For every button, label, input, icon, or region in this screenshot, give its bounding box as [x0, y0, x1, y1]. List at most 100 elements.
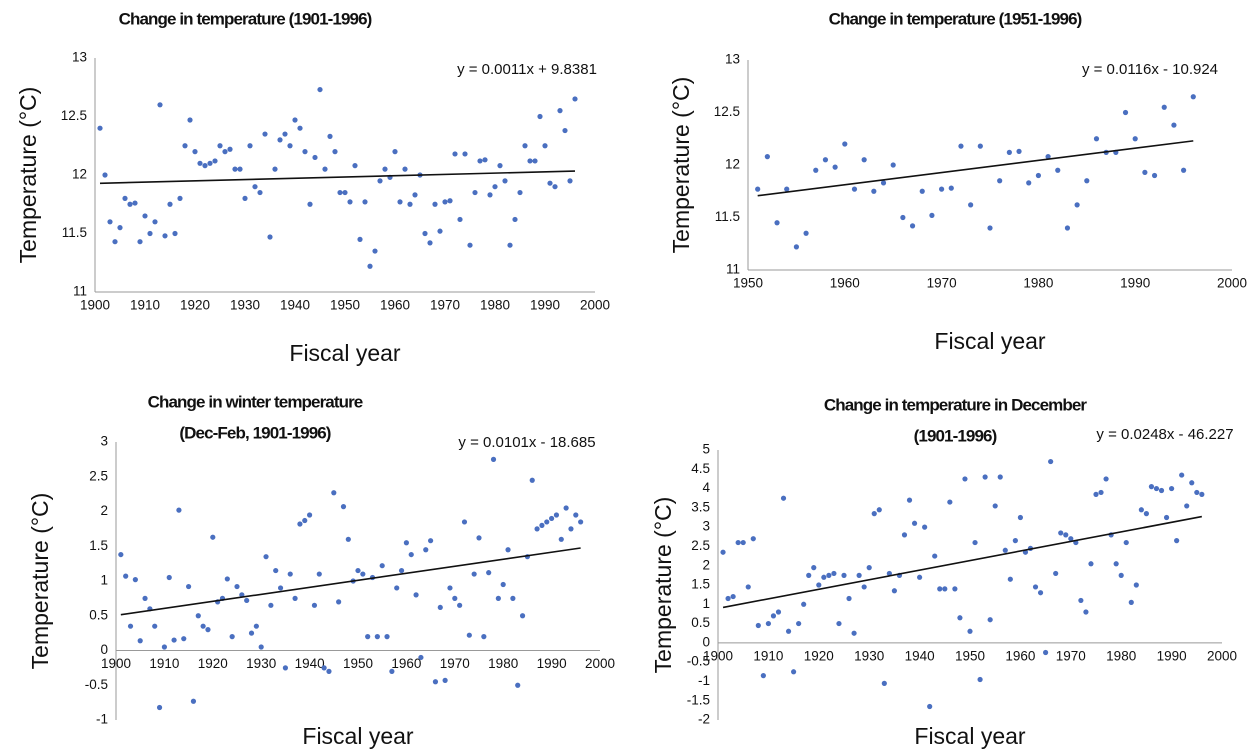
data-point — [122, 195, 128, 201]
data-point — [1128, 599, 1134, 605]
data-point — [257, 189, 263, 196]
data-point — [200, 623, 206, 629]
data-point — [529, 477, 535, 483]
data-point — [186, 583, 192, 590]
data-point — [207, 160, 213, 166]
data-point — [871, 188, 877, 194]
data-point — [217, 143, 223, 149]
data-point — [952, 586, 958, 592]
data-point — [1123, 539, 1129, 546]
data-point — [972, 539, 978, 546]
data-point — [958, 143, 964, 149]
data-point — [457, 216, 463, 223]
x-tick-label: 1970 — [927, 276, 957, 291]
data-point — [394, 585, 400, 591]
data-point — [481, 634, 487, 640]
y-tick-label: 4 — [702, 480, 710, 495]
x-tick-label: 1980 — [1023, 276, 1053, 291]
data-point — [167, 201, 173, 207]
data-point — [505, 547, 511, 553]
data-point — [1093, 136, 1100, 142]
data-point — [831, 570, 837, 577]
data-point — [1006, 149, 1012, 155]
data-point — [263, 554, 269, 560]
data-point — [557, 108, 563, 114]
data-point — [357, 236, 363, 242]
y-tick-label: -0.5 — [85, 677, 108, 692]
data-point — [462, 151, 468, 157]
data-point — [796, 620, 802, 627]
y-tick-label: 0.5 — [89, 607, 108, 622]
chart-title: Change in temperature (1901-1996) — [119, 9, 372, 28]
data-point — [457, 602, 463, 608]
data-point — [258, 644, 264, 650]
data-point — [803, 230, 809, 236]
data-point — [156, 704, 163, 711]
data-point — [172, 230, 178, 237]
y-tick-label: 12 — [72, 167, 87, 182]
data-point — [237, 166, 243, 172]
y-tick-label: -1.5 — [687, 692, 710, 707]
data-point — [578, 519, 584, 525]
x-axis-label: Fiscal year — [934, 328, 1046, 354]
chart-title: Change in temperature in December — [824, 395, 1087, 414]
y-tick-label: 12 — [725, 157, 740, 172]
x-tick-label: 1930 — [230, 298, 260, 313]
data-point — [735, 539, 741, 546]
data-point — [326, 668, 332, 674]
data-point — [477, 158, 483, 164]
data-point — [137, 239, 143, 245]
data-point — [428, 538, 434, 544]
y-tick-label: 2 — [702, 557, 710, 572]
data-point — [1158, 487, 1165, 494]
data-point — [476, 535, 482, 541]
data-point — [987, 225, 993, 231]
data-point — [107, 219, 113, 225]
x-tick-label: 1980 — [488, 656, 518, 671]
data-point — [1012, 538, 1018, 544]
data-point — [202, 163, 208, 169]
data-point — [1163, 514, 1170, 521]
data-point — [962, 476, 968, 482]
y-axis-label: Temperature (°C) — [27, 493, 53, 670]
data-point — [997, 474, 1003, 480]
data-point — [522, 143, 528, 149]
data-point — [340, 504, 347, 510]
data-point — [403, 540, 409, 546]
data-point — [147, 230, 153, 237]
chart-title: Change in winter temperature — [148, 392, 363, 411]
data-point — [558, 536, 564, 542]
x-tick-label: 1970 — [1056, 648, 1086, 663]
data-point — [336, 599, 342, 605]
data-point — [547, 180, 553, 186]
data-point — [352, 163, 358, 169]
data-point — [1053, 570, 1059, 577]
data-point — [806, 572, 812, 578]
x-tick-label: 1990 — [537, 656, 567, 671]
data-point — [282, 131, 288, 137]
trendline-equation: y = 0.0248x - 46.227 — [1096, 426, 1233, 443]
data-point — [793, 244, 800, 250]
data-point — [292, 595, 298, 601]
x-tick-label: 1930 — [854, 648, 884, 663]
data-point — [181, 636, 187, 642]
data-point — [487, 192, 493, 198]
data-point — [1142, 169, 1148, 175]
data-point — [292, 117, 298, 123]
data-point — [841, 572, 847, 578]
data-point — [515, 682, 521, 688]
data-point — [906, 497, 913, 503]
y-tick-label: 4.5 — [691, 461, 710, 476]
data-point — [1199, 491, 1205, 497]
data-point — [1171, 122, 1177, 128]
data-point — [909, 223, 916, 229]
data-point — [327, 133, 333, 139]
x-tick-label: 1930 — [246, 656, 276, 671]
y-tick-label: 13 — [725, 52, 740, 67]
data-point — [447, 585, 453, 591]
data-point — [517, 189, 523, 196]
data-point — [360, 571, 366, 577]
data-point — [307, 201, 313, 207]
data-point — [397, 199, 403, 205]
data-point — [377, 178, 383, 184]
